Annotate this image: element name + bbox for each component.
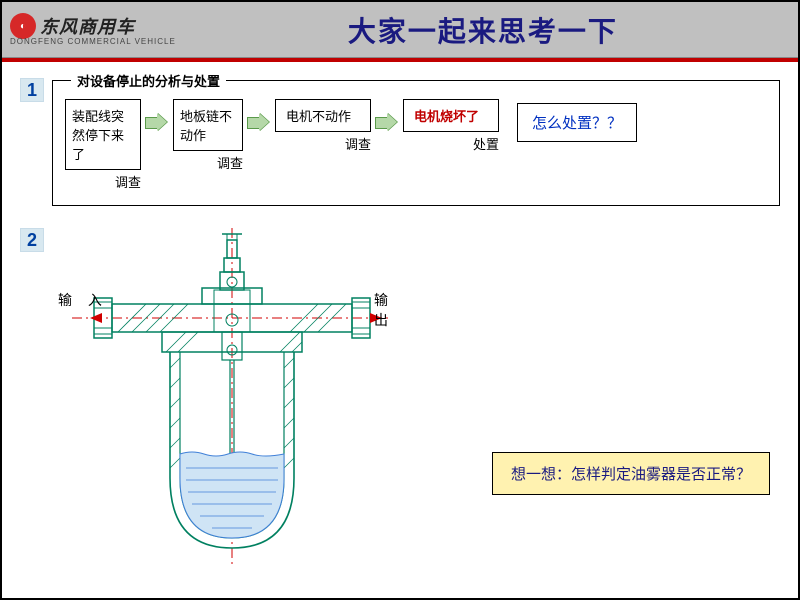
- header: ◐ 东风商用车 DONGFENG COMMERCIAL VEHICLE 大家一起…: [2, 2, 798, 58]
- output-label: 输 出: [374, 290, 412, 330]
- logo-subtext: DONGFENG COMMERCIAL VEHICLE: [10, 37, 176, 46]
- badge-1: 1: [20, 78, 44, 102]
- logo-mark: ◐: [10, 13, 36, 39]
- fieldset-legend: 对设备停止的分析与处置: [71, 71, 226, 90]
- step-1-label: 调查: [115, 172, 141, 191]
- section-2: 2: [20, 228, 780, 568]
- step-2-label: 调查: [217, 153, 243, 172]
- arrow-icon: [375, 113, 399, 131]
- logo: ◐ 东风商用车 DONGFENG COMMERCIAL VEHICLE: [10, 13, 176, 46]
- logo-text: 东风商用车: [40, 13, 135, 39]
- step-3-label: 调查: [345, 134, 371, 153]
- step-4-label: 处置: [473, 134, 499, 153]
- think-box: 想一想：怎样判定油雾器是否正常？: [492, 452, 770, 495]
- question-box: 怎么处置？？: [517, 103, 637, 142]
- input-label: 输 入: [58, 290, 108, 310]
- step-1-box: 装配线突然停下来了: [65, 99, 141, 170]
- diagram-svg: [52, 228, 412, 568]
- step-4-box: 电机烧坏了: [403, 99, 499, 132]
- step-3-box: 电机不动作: [275, 99, 371, 132]
- lubricator-diagram: 输 入 输 出: [52, 228, 412, 568]
- analysis-fieldset: 对设备停止的分析与处置 装配线突然停下来了 调查 地板链不动作 调查 电机不动作…: [52, 80, 780, 206]
- arrow-icon: [145, 113, 169, 131]
- content: 1 对设备停止的分析与处置 装配线突然停下来了 调查 地板链不动作 调查 电机不…: [2, 62, 798, 578]
- arrow-icon: [247, 113, 271, 131]
- page-title: 大家一起来思考一下: [176, 10, 790, 50]
- badge-2: 2: [20, 228, 44, 252]
- section-1: 1 对设备停止的分析与处置 装配线突然停下来了 调查 地板链不动作 调查 电机不…: [20, 78, 780, 206]
- flow-row: 装配线突然停下来了 调查 地板链不动作 调查 电机不动作 调查 电机烧坏了 处置: [65, 99, 767, 191]
- step-2-box: 地板链不动作: [173, 99, 243, 151]
